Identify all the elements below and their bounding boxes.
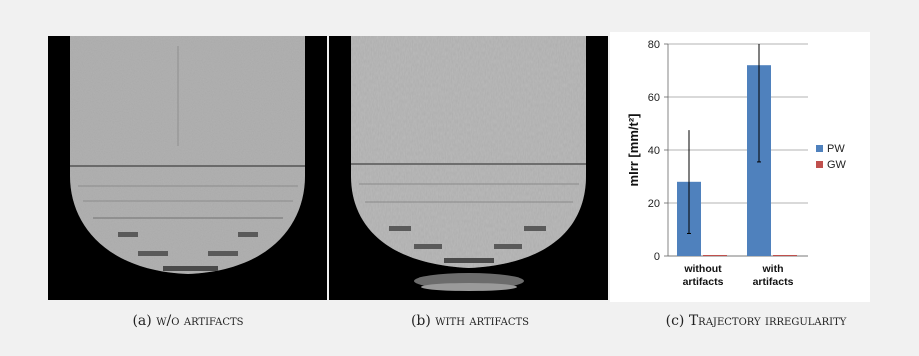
legend-label-pw: PW: [827, 143, 845, 155]
caption-c-label: (c): [665, 313, 685, 329]
bar-gw: [703, 255, 727, 256]
legend-label-gw: GW: [827, 159, 847, 171]
y-axis-label: mIrr [mm/t²]: [626, 114, 641, 187]
y-tick-label: 0: [654, 251, 660, 263]
caption-b: (b) with artifacts: [380, 313, 560, 329]
x-tick-label: artifacts: [683, 276, 724, 288]
x-tick-label: without: [683, 263, 722, 275]
legend-swatch-pw: [816, 145, 823, 152]
y-tick-label: 80: [648, 39, 660, 51]
legend-swatch-gw: [816, 161, 823, 168]
y-tick-label: 20: [648, 198, 660, 210]
mri-image-with-artifacts: [329, 36, 608, 300]
mri-image-without-artifacts: [48, 36, 327, 300]
y-tick-label: 60: [648, 92, 660, 104]
bar-gw: [773, 255, 797, 256]
caption-a: (a) w/o artifacts: [108, 313, 268, 329]
caption-c: (c) Trajectory irregularity: [636, 313, 876, 329]
caption-a-label: (a): [132, 313, 152, 329]
trajectory-irregularity-chart: 0 20 40 60 80 mIrr [mm/t²] without artifacts wit…: [610, 32, 870, 302]
y-tick-label: 40: [648, 145, 660, 157]
caption-b-label: (b): [410, 313, 431, 329]
x-tick-label: with: [762, 263, 784, 275]
caption-a-text: w/o artifacts: [156, 313, 244, 329]
caption-b-text: with artifacts: [435, 313, 530, 329]
x-tick-label: artifacts: [753, 276, 794, 288]
caption-c-text: Trajectory irregularity: [688, 313, 847, 329]
